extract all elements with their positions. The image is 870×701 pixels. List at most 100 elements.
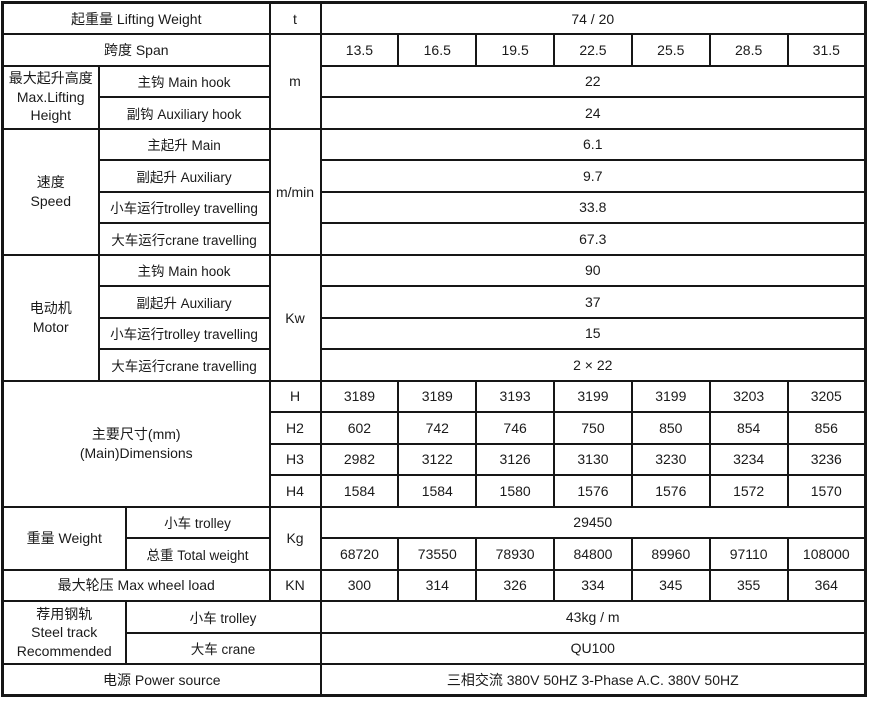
max-wheel-load-value: 326 xyxy=(475,568,556,602)
dimension-value: 602 xyxy=(319,411,400,445)
motor-unit: Kw xyxy=(268,253,322,382)
span-label: 跨度 Span xyxy=(1,33,271,67)
weight-section-label: 重量 Weight xyxy=(1,505,127,571)
dimension-value: 856 xyxy=(786,411,867,445)
dimension-value: 3199 xyxy=(553,379,633,413)
dimension-value: 742 xyxy=(397,411,478,445)
row-speed-main: 速度 Speed 主起升 Main m/min 6.1 xyxy=(1,127,867,256)
speed-aux-value: 9.7 xyxy=(319,159,867,193)
span-height-unit: m xyxy=(268,33,322,130)
motor-main-value: 90 xyxy=(319,253,867,287)
track-trolley-value: 43kg / m xyxy=(319,600,867,634)
lifting-weight-value: 74 / 20 xyxy=(319,1,867,35)
motor-section-label: 电动机 Motor xyxy=(1,253,100,382)
row-power-source: 电源 Power source 三相交流 380V 50HZ 3-Phase A… xyxy=(1,663,867,697)
max-wheel-load-value: 345 xyxy=(630,568,711,602)
weight-total-label: 总重 Total weight xyxy=(124,537,271,571)
track-crane-label: 大车 crane xyxy=(124,631,322,665)
motor-trolley-value: 15 xyxy=(319,316,867,350)
row-dimensions-h: 主要尺寸(mm) (Main)Dimensions H 3189 3189 31… xyxy=(1,379,867,508)
dimension-value: 3236 xyxy=(786,442,867,476)
weight-total-value: 89960 xyxy=(630,537,711,571)
weight-total-value: 97110 xyxy=(708,537,789,571)
weight-total-value: 108000 xyxy=(786,537,867,571)
steel-track-label: 荐用钢轨 Steel track Recommended xyxy=(1,600,127,665)
speed-trolley-label: 小车运行trolley travelling xyxy=(97,190,271,224)
max-wheel-load-label: 最大轮压 Max wheel load xyxy=(1,568,271,602)
max-wheel-load-value: 300 xyxy=(319,568,400,602)
dimension-value: 3199 xyxy=(630,379,711,413)
power-source-label: 电源 Power source xyxy=(1,663,322,697)
motor-aux-label: 副起升 Auxiliary xyxy=(97,285,271,319)
dimension-value: 3189 xyxy=(397,379,478,413)
max-wheel-load-unit: KN xyxy=(268,568,322,602)
dimension-value: 3230 xyxy=(630,442,711,476)
weight-unit: Kg xyxy=(268,505,322,571)
motor-main-label: 主钩 Main hook xyxy=(97,253,271,287)
speed-section-label: 速度 Speed xyxy=(1,127,100,256)
row-aux-hook-height: 副钩 Auxiliary hook 24 xyxy=(3,96,867,130)
row-track-crane: 大车 crane QU100 xyxy=(3,631,867,665)
span-value: 28.5 xyxy=(708,33,789,67)
max-lifting-height-label: 最大起升高度 Max.Lifting Height xyxy=(1,64,100,130)
row-main-hook-height: 最大起升高度 Max.Lifting Height 主钩 Main hook 2… xyxy=(1,64,867,130)
span-value: 22.5 xyxy=(553,33,633,67)
main-hook-height-value: 22 xyxy=(319,64,867,98)
dimension-value: 3126 xyxy=(475,442,556,476)
weight-total-value: 68720 xyxy=(319,537,400,571)
dimension-value: 3234 xyxy=(708,442,789,476)
dimension-key: H2 xyxy=(268,411,322,445)
dimension-value: 1572 xyxy=(708,474,789,508)
dimension-value: 850 xyxy=(630,411,711,445)
row-track-trolley: 荐用钢轨 Steel track Recommended 小车 trolley … xyxy=(1,600,867,665)
speed-main-label: 主起升 Main xyxy=(97,127,271,161)
row-dimensions-h2: H2 602 742 746 750 850 854 856 xyxy=(3,411,867,445)
row-dimensions-h4: H4 1584 1584 1580 1576 1576 1572 1570 xyxy=(3,474,867,508)
aux-hook-height-label: 副钩 Auxiliary hook xyxy=(97,96,271,130)
max-wheel-load-value: 314 xyxy=(397,568,478,602)
dimension-value: 3193 xyxy=(475,379,556,413)
track-trolley-label: 小车 trolley xyxy=(124,600,322,634)
row-motor-trolley: 小车运行trolley travelling 15 xyxy=(3,316,867,350)
speed-crane-value: 67.3 xyxy=(319,222,867,256)
row-span: 跨度 Span m 13.5 16.5 19.5 22.5 25.5 28.5 … xyxy=(1,33,867,130)
dimensions-label: 主要尺寸(mm) (Main)Dimensions xyxy=(1,379,271,508)
motor-crane-value: 2 × 22 xyxy=(319,348,867,382)
max-wheel-load-value: 334 xyxy=(553,568,633,602)
speed-aux-label: 副起升 Auxiliary xyxy=(97,159,271,193)
weight-total-value: 84800 xyxy=(553,537,633,571)
motor-aux-value: 37 xyxy=(319,285,867,319)
row-speed-crane: 大车运行crane travelling 67.3 xyxy=(3,222,867,256)
dimension-value: 1576 xyxy=(630,474,711,508)
weight-trolley-label: 小车 trolley xyxy=(124,505,271,539)
dimension-value: 854 xyxy=(708,411,789,445)
track-crane-value: QU100 xyxy=(319,631,867,665)
row-max-wheel-load: 最大轮压 Max wheel load KN 300 314 326 334 3… xyxy=(1,568,867,602)
dimension-value: 746 xyxy=(475,411,556,445)
row-weight-trolley: 重量 Weight 小车 trolley Kg 29450 xyxy=(1,505,867,571)
dimension-value: 750 xyxy=(553,411,633,445)
weight-total-value: 73550 xyxy=(397,537,478,571)
dimension-value: 1580 xyxy=(475,474,556,508)
dimension-key: H xyxy=(268,379,322,413)
speed-crane-label: 大车运行crane travelling xyxy=(97,222,271,256)
dimension-value: 2982 xyxy=(319,442,400,476)
weight-total-value: 78930 xyxy=(475,537,556,571)
speed-main-value: 6.1 xyxy=(319,127,867,161)
span-value: 16.5 xyxy=(397,33,478,67)
row-speed-trolley: 小车运行trolley travelling 33.8 xyxy=(3,190,867,224)
speed-trolley-value: 33.8 xyxy=(319,190,867,224)
span-value: 13.5 xyxy=(319,33,400,67)
dimension-value: 3130 xyxy=(553,442,633,476)
row-dimensions-h3: H3 2982 3122 3126 3130 3230 3234 3236 xyxy=(3,442,867,476)
span-value: 25.5 xyxy=(630,33,711,67)
max-wheel-load-value: 355 xyxy=(708,568,789,602)
motor-crane-label: 大车运行crane travelling xyxy=(97,348,271,382)
lifting-weight-label: 起重量 Lifting Weight xyxy=(1,1,271,35)
main-hook-height-label: 主钩 Main hook xyxy=(97,64,271,98)
dimension-value: 3203 xyxy=(708,379,789,413)
row-motor-crane: 大车运行crane travelling 2 × 22 xyxy=(3,348,867,382)
speed-unit: m/min xyxy=(268,127,322,256)
